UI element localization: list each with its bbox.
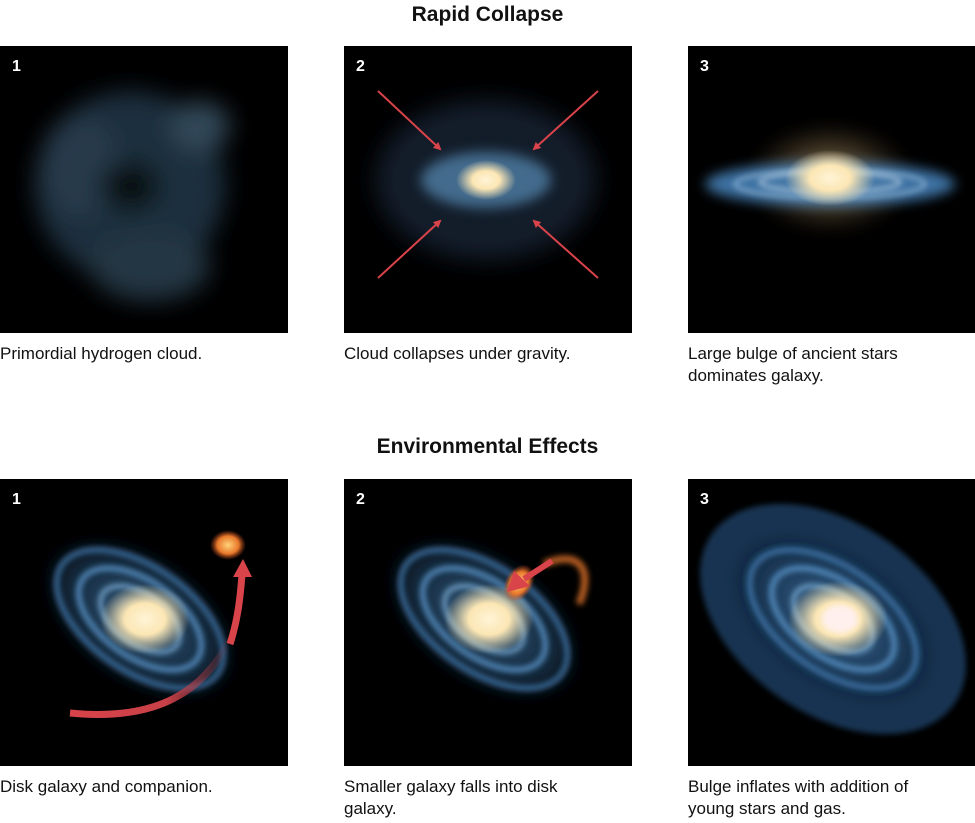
caption: Primordial hydrogen cloud. [0,344,203,363]
merging-galaxy-illustration [377,529,591,709]
panel-number: 1 [12,58,21,75]
panel-merger: 2 [344,479,632,766]
caption: Cloud collapses under gravity. [344,344,571,363]
gravity-arrow [532,219,599,279]
section-title-rapid-collapse: Rapid Collapse [411,3,564,26]
panel-bulge-inflates: 3 [688,479,975,766]
panel-primordial-cloud: 1 [0,46,288,333]
panel-number: 2 [356,491,365,508]
infall-arrow [522,558,554,582]
inflated-bulge-illustration [700,503,966,735]
panel-cloud-collapse: 2 [344,46,632,333]
section-title-environmental-effects: Environmental Effects [376,435,599,458]
arrowhead [233,559,252,577]
caption: Smaller galaxy falls into disk galaxy. [344,777,558,818]
gravity-arrow [377,219,442,279]
hydrogen-cloud-illustration [35,91,230,301]
panel-large-bulge: 3 [688,46,975,333]
disk-galaxy-companion-illustration [33,529,252,718]
bulge-galaxy-illustration [705,120,955,236]
arrowhead [507,571,530,592]
companion-galaxy [210,530,246,560]
panel-number: 3 [700,491,709,508]
orbit-arrow [69,637,234,718]
gravity-arrow [377,90,442,151]
panel-number: 3 [700,58,709,75]
panel-disk-and-companion: 1 [0,479,288,766]
caption: Bulge inflates with addition of young st… [688,777,909,818]
caption: Large bulge of ancient stars dominates g… [688,344,898,385]
panel-number: 2 [356,58,365,75]
gravity-arrow [532,90,599,151]
caption: Disk galaxy and companion. [0,777,213,796]
panel-number: 1 [12,491,21,508]
collapsing-cloud-illustration [376,90,599,279]
